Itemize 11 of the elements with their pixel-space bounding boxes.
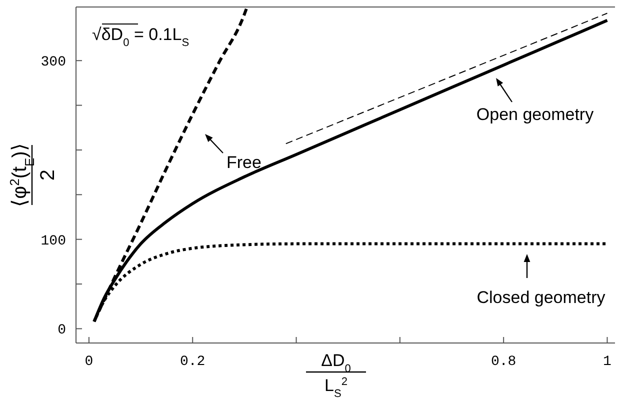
- y-tick-label: 0: [58, 322, 66, 339]
- x-tick-label: 0: [84, 354, 94, 370]
- x-tick-label: 0.8: [490, 354, 516, 370]
- annotation: √δD$_{0}$ = 0.1L$_{S}$: [92, 25, 190, 49]
- legend-label: Closed geometry: [476, 288, 606, 307]
- legend-label: Free: [226, 153, 262, 172]
- x-tick-label: 1: [603, 354, 612, 370]
- x-tick-label: 0.2: [180, 354, 206, 370]
- legend-label: Open geometry: [476, 105, 594, 124]
- y-tick-label: 300: [40, 54, 66, 71]
- y-tick-label: 100: [40, 233, 66, 250]
